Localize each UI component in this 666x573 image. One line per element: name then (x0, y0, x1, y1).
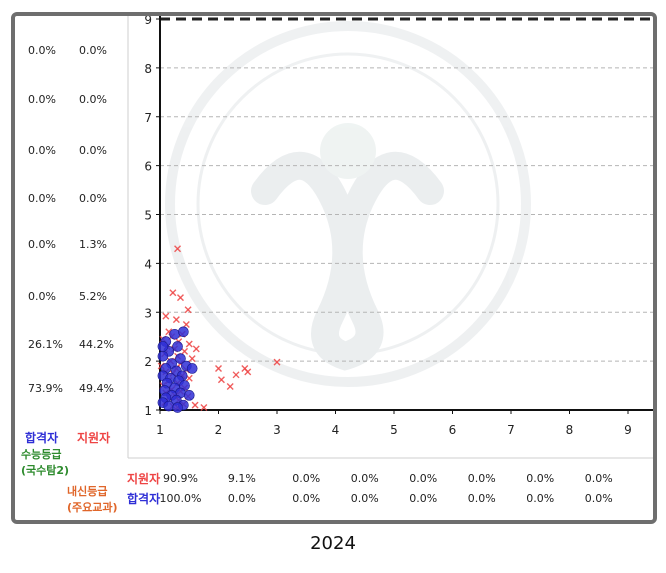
bottom-apply-pct: 0.0% (409, 472, 438, 485)
left-pass-pct: 0.0% (28, 93, 56, 106)
apply-point (184, 306, 192, 314)
y-tick-label: 4 (144, 257, 152, 271)
x-tick-label: 8 (566, 423, 574, 437)
left-apply-pct: 1.3% (79, 238, 107, 251)
left-apply-pct: 0.0% (79, 93, 107, 106)
bottom-apply-pct: 0.0% (292, 472, 321, 485)
y-tick-label: 7 (144, 111, 152, 125)
apply-point (273, 358, 281, 366)
bottom-apply-pct: 0.0% (467, 472, 496, 485)
apply-point (162, 312, 170, 320)
left-pass-pct: 0.0% (28, 192, 56, 205)
axes (159, 16, 653, 411)
apply-point (176, 294, 184, 302)
x-tick-label: 5 (390, 423, 398, 437)
pass-point (175, 353, 186, 364)
y-tick-label: 2 (144, 355, 152, 369)
pass-point (157, 350, 169, 362)
bottom-pass-pct: 0.0% (584, 492, 613, 505)
bottom-pass-pct: 0.0% (292, 492, 321, 505)
scatter-plot: 1 2 3 4 5 6 7 8 9 1 2 3 4 5 6 7 8 9 (127, 16, 653, 459)
bottom-pass-pct: 100.0% (159, 492, 202, 505)
apply-point (200, 404, 208, 412)
bottom-pass-pct: 0.0% (467, 492, 496, 505)
apply-point (191, 401, 199, 409)
x-tick-label: 2 (215, 423, 223, 437)
pass-point (186, 363, 198, 374)
left-apply-pct: 0.0% (79, 44, 107, 57)
bottom-pass-pct: 0.0% (227, 492, 256, 505)
y-tick-label: 8 (144, 62, 152, 76)
x-axis-title-line2: (주요교과) (67, 501, 118, 514)
apply-point (217, 376, 225, 384)
apply-point (181, 347, 189, 355)
tick-labels: 1 2 3 4 5 6 7 8 9 1 2 3 4 5 6 7 8 9 (144, 16, 631, 437)
pass-point (157, 341, 169, 352)
left-pass-pct: 0.0% (28, 44, 56, 57)
x-tick-label: 6 (449, 423, 457, 437)
pass-point (169, 328, 180, 340)
legend-apply-label: 지원자 (77, 431, 111, 445)
x-tick-label: 1 (156, 423, 164, 437)
x-tick-label: 7 (507, 423, 515, 437)
pass-series (157, 326, 198, 413)
y-tick-label: 1 (144, 404, 152, 418)
bottom-apply-pct: 9.1% (227, 472, 256, 485)
apply-point (172, 316, 180, 324)
y-tick-label: 9 (144, 16, 152, 27)
apply-point (192, 345, 200, 353)
pass-point (172, 341, 183, 352)
apply-point (174, 245, 182, 253)
y-tick-label: 3 (144, 306, 152, 320)
year-caption: 2024 (310, 533, 356, 554)
watermark-seal (165, 21, 531, 387)
left-apply-pct: 44.2% (79, 338, 114, 351)
left-pass-pct: 0.0% (28, 144, 56, 157)
apply-point (185, 340, 193, 348)
left-apply-pct: 0.0% (79, 192, 107, 205)
x-axis-title-line1: 내신등급 (67, 485, 108, 498)
left-apply-pct: 0.0% (79, 144, 107, 157)
bottom-apply-pct: 0.0% (584, 472, 613, 485)
y-axis-title-line2: (국수탐2) (21, 464, 70, 477)
pass-point (163, 400, 175, 412)
chart-frame: 1 2 3 4 5 6 7 8 9 1 2 3 4 5 6 7 8 9 0.0% 0.0% 0.0% 0.0% 0.0% 0… (11, 12, 657, 524)
bottom-apply-pct: 0.0% (350, 472, 379, 485)
bottom-apply-pct: 0.0% (526, 472, 555, 485)
bottom-pass-pct: 0.0% (409, 492, 438, 505)
y-tick-label: 6 (144, 160, 152, 174)
x-tick-label: 3 (273, 423, 281, 437)
bottom-pass-pct: 0.0% (526, 492, 555, 505)
pass-point (183, 390, 195, 401)
pass-point (172, 402, 183, 413)
apply-point (244, 368, 252, 376)
legend-pass-label: 합격자 (25, 431, 59, 445)
apply-point (232, 371, 240, 379)
x-tick-label: 9 (624, 423, 632, 437)
bottom-apply-pct: 90.9% (162, 472, 198, 485)
apply-point (182, 320, 190, 328)
y-tick-label: 5 (144, 209, 152, 223)
apply-point (226, 383, 234, 391)
left-apply-pct: 5.2% (79, 290, 107, 303)
left-pass-pct: 73.9% (28, 382, 63, 395)
x-tick-label: 4 (332, 423, 340, 437)
grid-lines (160, 17, 653, 362)
left-pass-pct: 26.1% (28, 338, 63, 351)
left-pass-pct: 0.0% (28, 290, 56, 303)
apply-point (215, 364, 222, 372)
apply-point (188, 355, 196, 363)
left-apply-pct: 49.4% (79, 382, 114, 395)
left-pass-pct: 0.0% (28, 238, 56, 251)
bottom-apply-label: 지원자 (127, 472, 161, 486)
bottom-pass-pct: 0.0% (350, 492, 379, 505)
y-axis-title-line1: 수능등급 (21, 448, 62, 461)
apply-point (169, 289, 177, 297)
bottom-pass-label: 합격자 (127, 492, 161, 506)
pass-point (178, 326, 189, 338)
